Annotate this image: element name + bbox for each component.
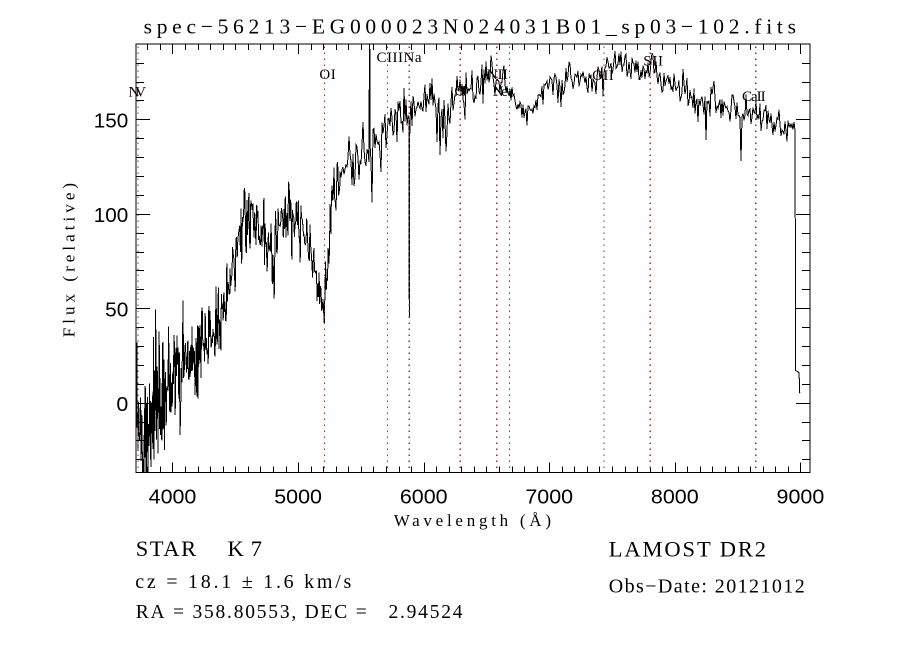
svg-text:OII: OII — [592, 68, 614, 84]
svg-text:cz = 18.1 ± 1.6 km/s: cz = 18.1 ± 1.6 km/s — [135, 571, 351, 593]
svg-text:9000: 9000 — [777, 487, 825, 509]
svg-text:6000: 6000 — [400, 487, 448, 509]
svg-text:K7: K7 — [228, 536, 270, 561]
svg-text:50: 50 — [105, 300, 128, 322]
svg-text:RA = 358.80553, DEC = 2.9452: RA = 358.80553, DEC = 2.94524 — [136, 602, 463, 623]
svg-text:Flux (relative): Flux (relative) — [60, 183, 79, 337]
svg-text:150: 150 — [94, 111, 129, 133]
svg-text:NV: NV — [129, 84, 147, 100]
svg-text:LAMOST DR2: LAMOST DR2 — [609, 536, 766, 561]
svg-text:8000: 8000 — [651, 487, 699, 509]
svg-text:0: 0 — [116, 394, 128, 416]
svg-text:Obs−Date: 20121012: Obs−Date: 20121012 — [609, 575, 805, 597]
svg-text:SII: SII — [643, 54, 663, 70]
svg-text:OI: OI — [454, 84, 466, 100]
svg-text:Nev: Nev — [493, 84, 514, 100]
svg-text:100: 100 — [94, 205, 129, 227]
svg-text:spec−56213−EG000023N024031B01_: spec−56213−EG000023N024031B01_sp03−102.f… — [144, 15, 796, 39]
svg-text:7000: 7000 — [525, 487, 573, 509]
svg-text:OI: OI — [319, 67, 335, 83]
svg-text:STAR: STAR — [136, 536, 196, 561]
svg-text:CaII: CaII — [742, 89, 766, 105]
svg-text:CIIINa: CIIINa — [377, 50, 422, 66]
svg-text:4000: 4000 — [149, 487, 197, 509]
svg-text:5000: 5000 — [274, 487, 322, 509]
svg-text:NII: NII — [487, 67, 508, 83]
